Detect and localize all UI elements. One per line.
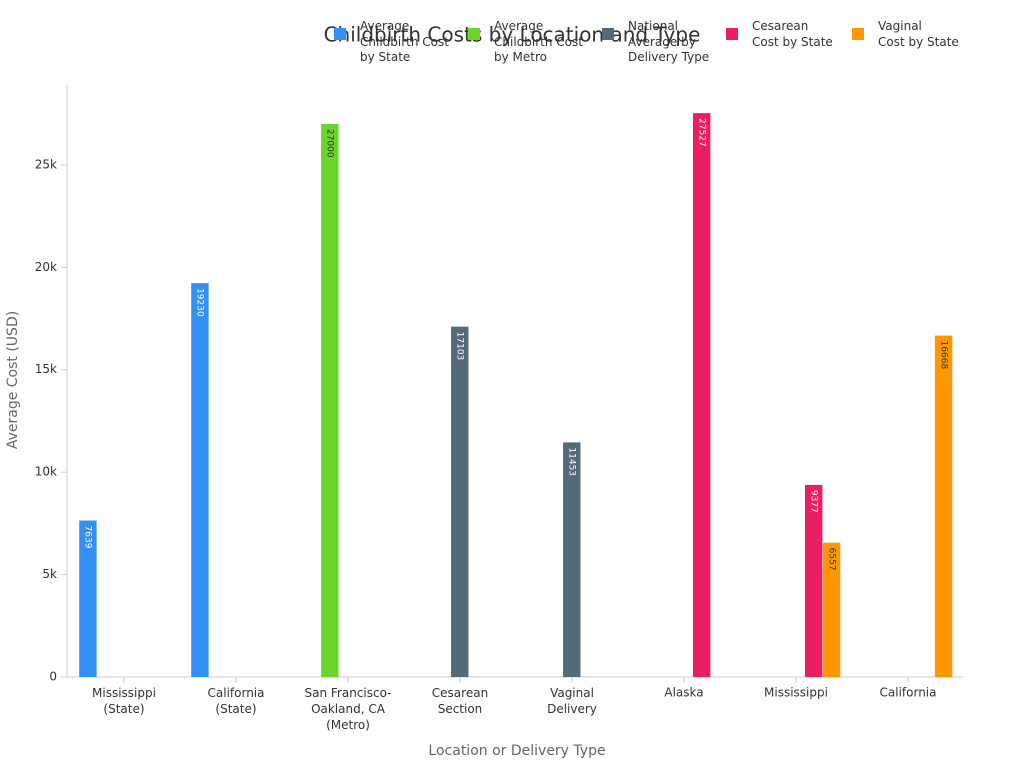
value-label: 17103 [455,332,465,361]
x-tick-label: San Francisco-Oakland, CA (Metro) [305,686,392,732]
value-label: 27527 [696,118,706,147]
legend-label: Average Childbirth Cost by Metro [494,19,583,64]
bar [804,484,823,677]
y-axis-title: Average Cost (USD) [5,311,21,449]
x-tick-label: Mississippi [764,686,828,700]
legend-item[interactable]: Average Childbirth Cost by Metro [468,19,583,66]
value-label: 19230 [195,288,205,317]
chart-title: Childbirth Costs by Location and Type [324,23,701,47]
legend-swatch [334,28,346,40]
y-tick-label: 25k [35,157,57,171]
x-axis-title: Location or Delivery Type [428,743,605,759]
value-label: 27000 [325,129,335,158]
x-tick-label: Alaska [664,686,703,700]
bar [451,326,469,677]
legend-swatch [602,28,614,40]
legend: Average Childbirth Cost by State Average … [0,0,1024,70]
x-tick-label: California [880,686,937,700]
bar [191,283,209,677]
value-label: 16668 [938,341,948,370]
bar [692,113,711,677]
y-tick-label: 15k [35,362,57,376]
bar [79,520,97,677]
legend-label: Vaginal Cost by State [878,19,959,49]
legend-swatch [726,28,738,40]
legend-label: Average Childbirth Cost by State [360,19,449,64]
legend-item[interactable]: Vaginal Cost by State [852,19,959,50]
y-tick-label: 10k [35,465,57,479]
x-tick-label: Mississippi (State) [92,686,156,716]
bar [822,542,841,677]
x-tick-label: Cesarean Section [432,686,488,716]
y-tick-label: 20k [35,260,57,274]
legend-swatch [852,28,864,40]
value-label: 9377 [808,490,818,513]
y-tick-label: 5k [42,567,57,581]
value-label: 6557 [826,548,836,571]
bar [321,123,339,678]
legend-swatch [468,28,480,40]
bar [934,335,953,677]
legend-label: Cesarean Cost by State [752,19,833,49]
legend-item[interactable]: Cesarean Cost by State [726,19,833,50]
value-label: 7639 [83,526,93,549]
legend-item[interactable]: Average Childbirth Cost by State [334,19,449,66]
x-tick-label: Vaginal Delivery [547,686,597,716]
legend-item[interactable]: National Average by Delivery Type [602,19,710,66]
y-tick-label: 0 [49,670,57,684]
bar [563,442,581,677]
x-tick-label: California (State) [208,686,265,716]
legend-label: National Average by Delivery Type [628,19,710,64]
value-label: 11453 [567,447,577,476]
